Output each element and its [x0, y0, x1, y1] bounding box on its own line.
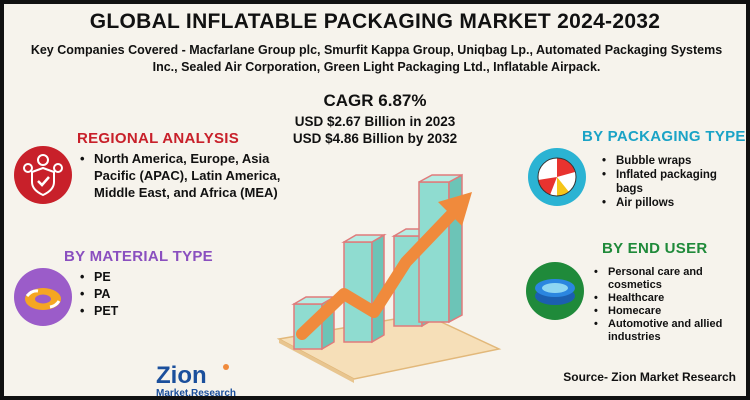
- list-item: PA: [80, 286, 180, 303]
- list-item: Bubble wraps: [602, 154, 722, 168]
- market-value-2023: USD $2.67 Billion in 2023: [294, 114, 456, 129]
- zion-logo: Zion Market.Research: [154, 359, 236, 399]
- material-list: PE PA PET: [80, 269, 180, 320]
- packaging-list: Bubble wraps Inflated packaging bags Air…: [602, 154, 722, 210]
- packaging-type-title: BY PACKAGING TYPE: [582, 128, 746, 145]
- regional-list: North America, Europe, Asia Pacific (APA…: [80, 150, 290, 201]
- list-item: Automotive and allied industries: [594, 318, 729, 344]
- swim-ring-icon: [12, 266, 74, 333]
- end-user-list: Personal care and cosmetics Healthcare H…: [594, 266, 729, 344]
- list-item: Inflated packaging bags: [602, 168, 722, 196]
- list-item: Homecare: [594, 305, 729, 318]
- list-item: Personal care and cosmetics: [594, 266, 729, 292]
- logo-sub-text: Market.Research: [156, 388, 236, 399]
- inflatable-pool-icon: [524, 260, 586, 327]
- beach-ball-icon: [526, 146, 588, 213]
- list-item: PET: [80, 303, 180, 320]
- source-credit: Source- Zion Market Research: [563, 370, 736, 384]
- market-value-2032: USD $4.86 Billion by 2032: [292, 131, 458, 146]
- cagr-value: CAGR 6.87%: [323, 91, 427, 110]
- list-item: PE: [80, 269, 180, 286]
- material-type-title: BY MATERIAL TYPE: [64, 248, 213, 265]
- logo-brand-text: Zion: [156, 362, 207, 389]
- page-title: GLOBAL INFLATABLE PACKAGING MARKET 2024-…: [89, 10, 661, 33]
- regional-analysis-title: REGIONAL ANALYSIS: [77, 130, 240, 147]
- list-item: Air pillows: [602, 196, 722, 210]
- people-shield-icon: [12, 144, 74, 211]
- list-item: North America, Europe, Asia Pacific (APA…: [80, 150, 290, 201]
- list-item: Healthcare: [594, 292, 729, 305]
- growth-bar-chart-icon: [274, 154, 504, 384]
- key-companies-text: Key Companies Covered - Macfarlane Group…: [30, 43, 723, 74]
- end-user-title: BY END USER: [602, 240, 708, 257]
